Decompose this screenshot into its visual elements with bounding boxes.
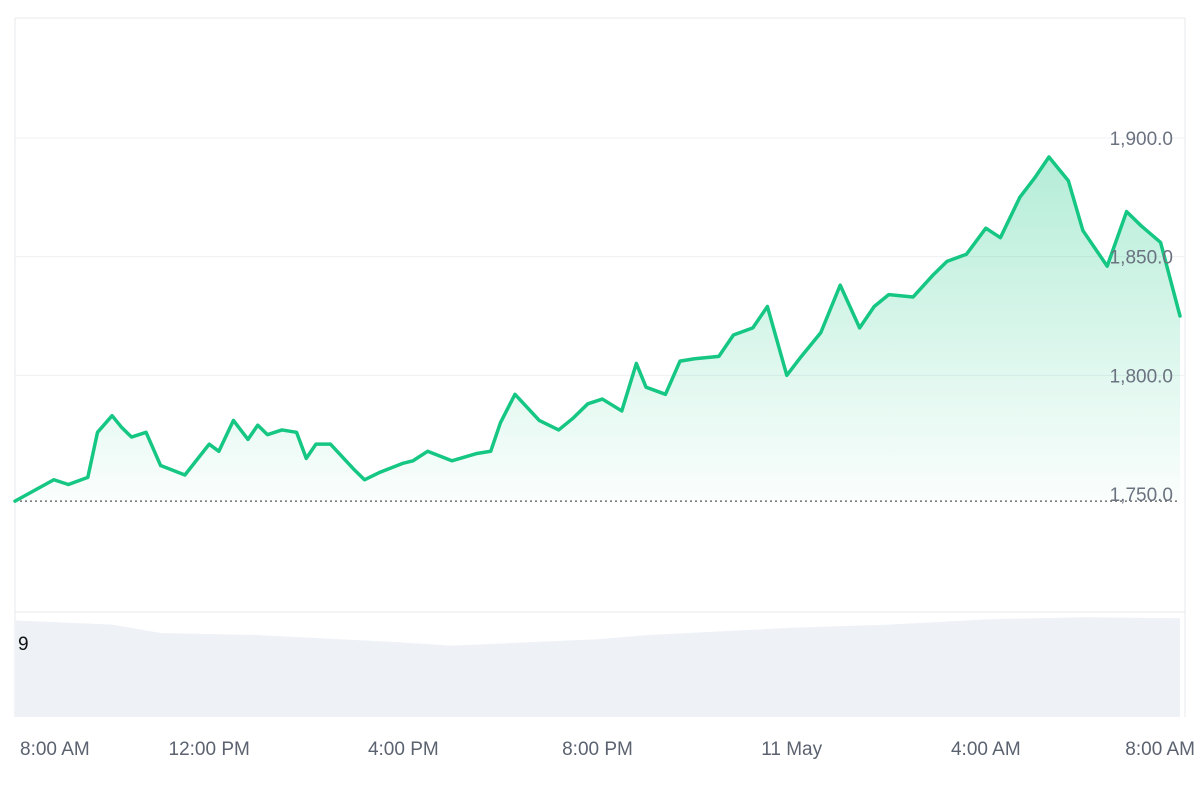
x-tick-label: 4:00 PM — [368, 739, 439, 760]
x-tick-label: 12:00 PM — [169, 739, 250, 760]
x-tick-label: 4:00 AM — [951, 739, 1021, 760]
x-tick-label: 11 May — [761, 739, 822, 760]
x-tick-label: 8:00 AM — [1125, 739, 1195, 760]
y-axis-labels: 1,750.0 1,800.0 1,850.0 1,900.0 — [1110, 129, 1173, 506]
price-line — [13, 155, 1182, 503]
chart-frame — [14, 17, 1186, 717]
volume-series — [15, 617, 1180, 717]
price-area — [15, 156, 1180, 502]
y-tick-label: 1,850.0 — [1110, 248, 1173, 269]
y-tick-label: 1,900.0 — [1110, 129, 1173, 150]
price-line-group — [13, 155, 1182, 503]
x-axis-labels: 8:00 AM 12:00 PM 4:00 PM 8:00 PM 11 May 4:00 … — [20, 739, 1195, 760]
y-tick-label: 1,800.0 — [1110, 366, 1173, 387]
volume-label: 9 — [18, 634, 29, 655]
x-tick-label: 8:00 AM — [20, 739, 90, 760]
y-tick-label: 1,750.0 — [1110, 485, 1173, 506]
volume-area — [15, 617, 1180, 717]
price-area-fill — [15, 156, 1180, 502]
x-tick-label: 8:00 PM — [562, 739, 633, 760]
